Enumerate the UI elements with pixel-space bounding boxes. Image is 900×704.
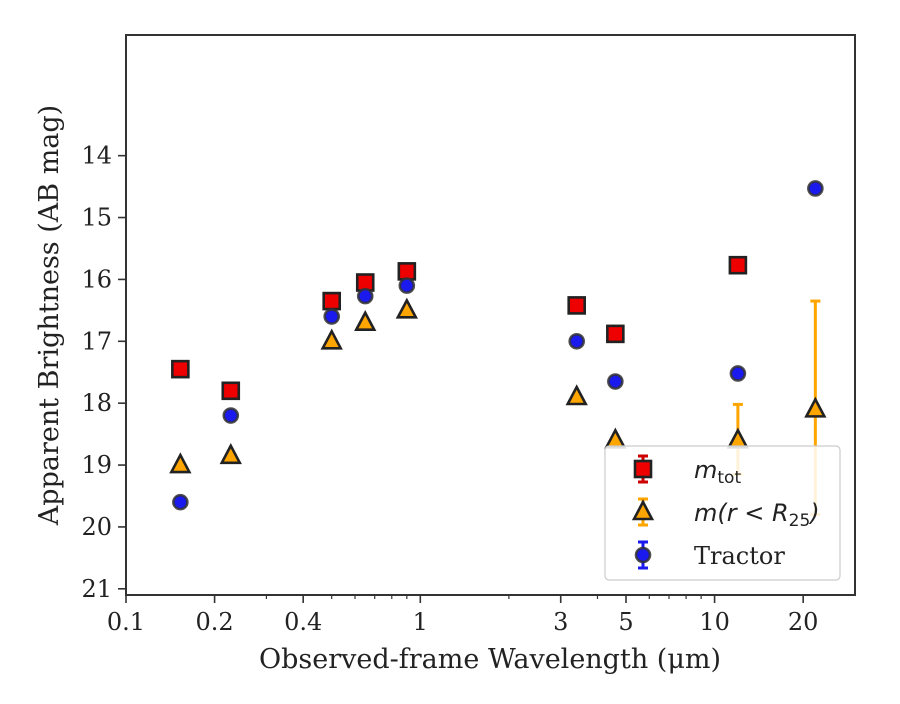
circle-point	[398, 277, 416, 294]
legend: mtot m(r < R25) Tractor	[604, 445, 841, 581]
x-axis-label: Observed-frame Wavelength (μm)	[259, 644, 721, 675]
triangle-point	[219, 442, 242, 465]
square-point	[221, 381, 241, 401]
y-axis-label: Apparent Brightness (AB mag)	[34, 105, 65, 526]
y-tick-label: 21	[81, 575, 112, 603]
plot-frame	[125, 34, 856, 596]
x-tick-label: 20	[788, 608, 819, 636]
x-tick-label: 3	[553, 608, 568, 636]
square-point	[567, 296, 587, 315]
y-tick-label: 14	[81, 142, 112, 170]
x-tick-label: 0.1	[107, 608, 145, 636]
square-point	[606, 324, 625, 344]
x-tick-label: 0.4	[284, 608, 322, 636]
x-tick-label: 10	[699, 608, 730, 636]
x-tick-label: 5	[618, 608, 633, 636]
y-tick-label: 20	[81, 513, 112, 541]
y-tick-label: 17	[81, 327, 112, 355]
y-tick-label: 15	[81, 204, 112, 232]
circle-point	[568, 332, 586, 350]
data-points	[169, 180, 827, 511]
triangle-point	[395, 297, 418, 319]
y-tick-label: 18	[81, 389, 112, 417]
legend-square-marker	[633, 459, 653, 479]
y-tick-label: 16	[81, 265, 112, 293]
triangle-point	[804, 396, 827, 418]
circle-point	[729, 365, 747, 382]
circle-point	[807, 180, 824, 197]
circle-point	[323, 308, 341, 325]
circle-point	[356, 287, 374, 305]
triangle-point	[354, 309, 377, 332]
square-point	[171, 359, 190, 379]
square-point	[728, 255, 748, 275]
axis-ticks: 0.1 0.2 0.4 1 3 5 10 20 14 15 16 17 18 19 20 21	[81, 142, 818, 636]
y-tick-label: 19	[81, 451, 112, 479]
legend-box	[604, 445, 841, 581]
triangle-point	[565, 384, 588, 406]
legend-label: m(r < R25)	[694, 499, 820, 531]
x-tick-label: 1	[413, 608, 428, 636]
circle-point	[172, 493, 189, 511]
legend-label: mtot	[694, 456, 741, 488]
square-point	[397, 262, 417, 281]
legend-circle-marker	[634, 546, 652, 564]
circle-point	[222, 407, 240, 424]
circle-point	[607, 373, 624, 390]
triangle-point	[320, 328, 343, 350]
legend-label: Tractor	[694, 542, 785, 570]
triangle-point	[169, 452, 192, 474]
legend-triangle-marker	[631, 499, 655, 521]
x-tick-label: 0.2	[196, 608, 234, 636]
square-point	[322, 291, 342, 311]
